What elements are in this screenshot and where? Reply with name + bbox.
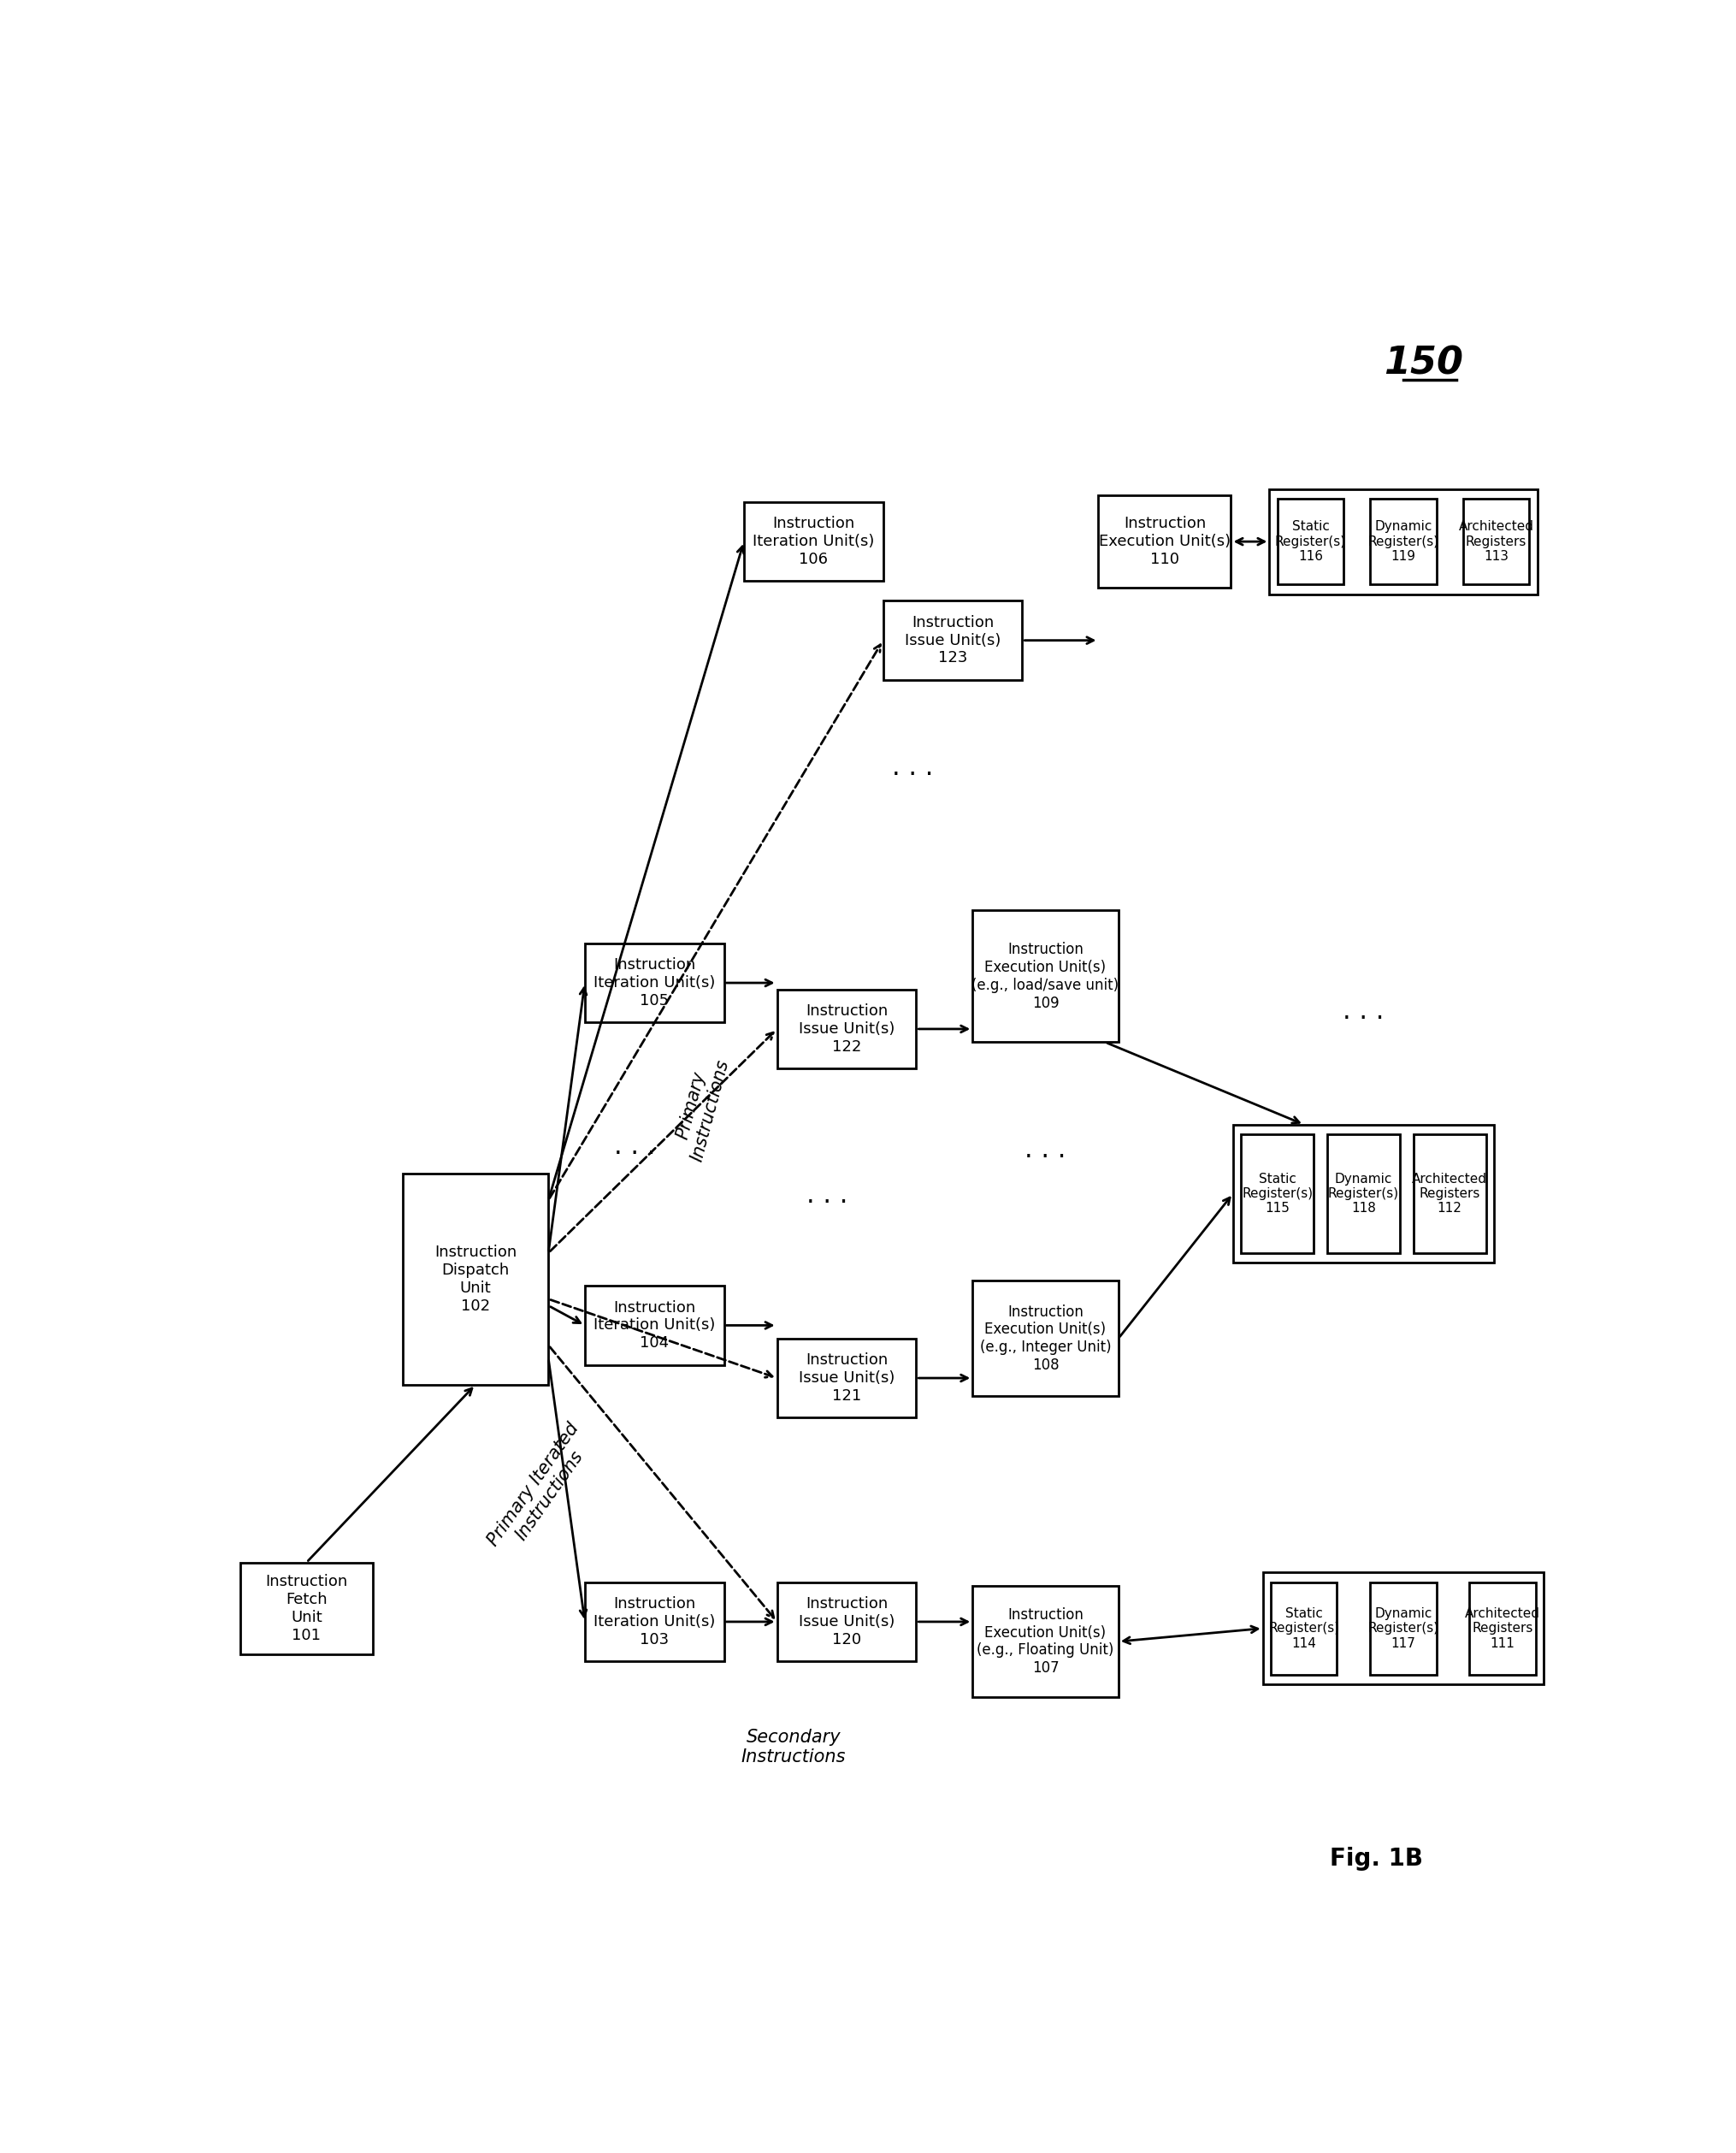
- Bar: [1413, 1135, 1486, 1253]
- Bar: [403, 1173, 549, 1384]
- Bar: [1262, 1572, 1543, 1684]
- Text: Static
Register(s)
114: Static Register(s) 114: [1269, 1606, 1340, 1649]
- Bar: [1370, 1582, 1436, 1675]
- Text: Instruction
Dispatch
Unit
102: Instruction Dispatch Unit 102: [434, 1244, 517, 1313]
- Text: · · ·: · · ·: [1344, 1008, 1384, 1031]
- Text: · · ·: · · ·: [806, 1191, 847, 1216]
- Bar: [745, 502, 884, 581]
- Text: Architected
Registers
112: Architected Registers 112: [1411, 1173, 1488, 1214]
- Text: Instruction
Iteration Unit(s)
104: Instruction Iteration Unit(s) 104: [594, 1300, 715, 1350]
- Bar: [240, 1563, 373, 1656]
- Bar: [1241, 1135, 1314, 1253]
- Bar: [1326, 1135, 1399, 1253]
- Text: · · ·: · · ·: [1024, 1145, 1066, 1169]
- Text: Primary
Instructions: Primary Instructions: [670, 1053, 733, 1163]
- Text: Instruction
Issue Unit(s)
120: Instruction Issue Unit(s) 120: [799, 1595, 894, 1647]
- Bar: [778, 1582, 917, 1662]
- Text: Instruction
Iteration Unit(s)
105: Instruction Iteration Unit(s) 105: [594, 958, 715, 1008]
- Text: Instruction
Issue Unit(s)
121: Instruction Issue Unit(s) 121: [799, 1352, 894, 1404]
- Bar: [1271, 1582, 1337, 1675]
- Bar: [1278, 499, 1344, 583]
- Bar: [972, 911, 1118, 1042]
- Text: Instruction
Execution Unit(s)
110: Instruction Execution Unit(s) 110: [1099, 517, 1231, 566]
- Text: Dynamic
Register(s)
118: Dynamic Register(s) 118: [1328, 1173, 1399, 1214]
- Bar: [1233, 1124, 1495, 1264]
- Text: Dynamic
Register(s)
117: Dynamic Register(s) 117: [1368, 1606, 1439, 1649]
- Text: Instruction
Iteration Unit(s)
103: Instruction Iteration Unit(s) 103: [594, 1595, 715, 1647]
- Bar: [585, 1285, 724, 1365]
- Text: Dynamic
Register(s)
119: Dynamic Register(s) 119: [1368, 521, 1439, 562]
- Text: Secondary
Instructions: Secondary Instructions: [741, 1729, 845, 1765]
- Text: Static
Register(s)
115: Static Register(s) 115: [1241, 1173, 1312, 1214]
- Text: Instruction
Execution Unit(s)
(e.g., Floating Unit)
107: Instruction Execution Unit(s) (e.g., Flo…: [977, 1606, 1115, 1675]
- Text: Architected
Registers
111: Architected Registers 111: [1465, 1606, 1540, 1649]
- Text: 150: 150: [1384, 344, 1463, 381]
- Text: · · ·: · · ·: [615, 1141, 654, 1167]
- Text: Primary Iterated
Instructions: Primary Iterated Instructions: [484, 1419, 599, 1561]
- Bar: [972, 1281, 1118, 1395]
- Bar: [585, 1582, 724, 1662]
- Bar: [1099, 495, 1231, 588]
- Text: Architected
Registers
113: Architected Registers 113: [1458, 521, 1533, 562]
- Bar: [778, 1339, 917, 1417]
- Bar: [1470, 1582, 1536, 1675]
- Text: Instruction
Fetch
Unit
101: Instruction Fetch Unit 101: [266, 1574, 347, 1643]
- Text: Instruction
Execution Unit(s)
(e.g., Integer Unit)
108: Instruction Execution Unit(s) (e.g., Int…: [979, 1305, 1111, 1374]
- Text: Instruction
Iteration Unit(s)
106: Instruction Iteration Unit(s) 106: [753, 517, 875, 566]
- Text: · · ·: · · ·: [892, 762, 934, 788]
- Bar: [1269, 489, 1536, 594]
- Text: Instruction
Issue Unit(s)
122: Instruction Issue Unit(s) 122: [799, 1003, 894, 1055]
- Bar: [1370, 499, 1436, 583]
- Bar: [778, 990, 917, 1068]
- Bar: [884, 601, 1023, 680]
- Bar: [972, 1585, 1118, 1697]
- Bar: [1463, 499, 1529, 583]
- Text: Instruction
Execution Unit(s)
(e.g., load/save unit)
109: Instruction Execution Unit(s) (e.g., loa…: [972, 941, 1120, 1010]
- Text: Static
Register(s)
116: Static Register(s) 116: [1274, 521, 1345, 562]
- Text: Instruction
Issue Unit(s)
123: Instruction Issue Unit(s) 123: [904, 616, 1000, 665]
- Bar: [585, 943, 724, 1023]
- Text: Fig. 1B: Fig. 1B: [1330, 1847, 1424, 1871]
